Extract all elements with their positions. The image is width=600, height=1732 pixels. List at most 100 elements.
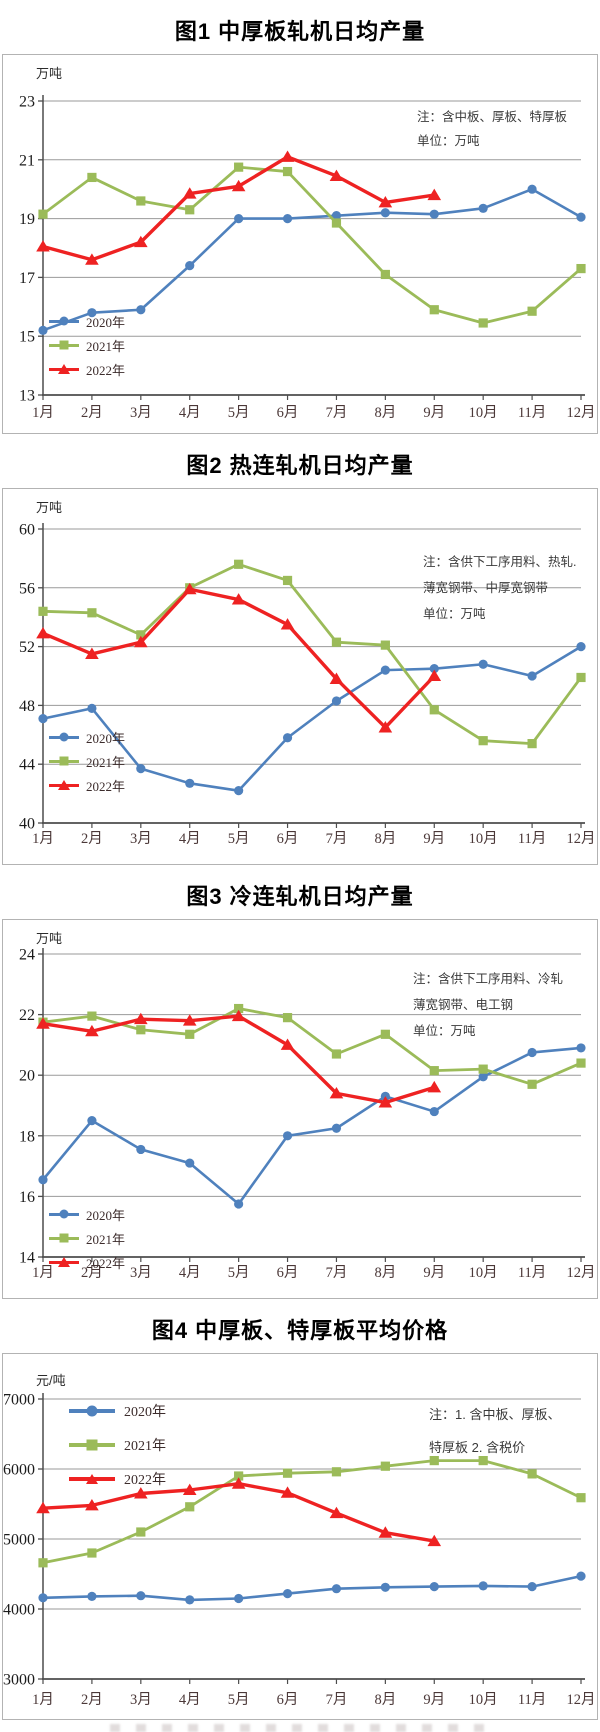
x-tick-label: 4月 — [179, 1265, 201, 1281]
x-tick-label: 10月 — [469, 405, 498, 421]
series-2022年 — [36, 1009, 442, 1108]
y-tick-label: 56 — [19, 580, 35, 597]
note-line: 注：含供下工序用料、冷轧 — [413, 972, 564, 986]
data-point-marker — [185, 261, 195, 271]
data-point-marker — [185, 1029, 195, 1039]
data-point-marker — [429, 209, 439, 219]
legend-label: 2020年 — [86, 730, 126, 746]
y-tick-label: 17 — [19, 270, 35, 287]
x-tick-label: 8月 — [374, 1265, 396, 1281]
y-axis-unit-label: 万吨 — [36, 66, 63, 81]
data-point-marker — [36, 240, 50, 252]
x-tick-label: 4月 — [179, 1692, 201, 1708]
series-2021年 — [38, 1003, 586, 1089]
x-tick-label: 8月 — [374, 405, 396, 421]
legend-label: 2021年 — [124, 1439, 166, 1454]
figure-2-title: 图2 热连轧机日均产量 — [186, 453, 414, 478]
y-tick-label: 44 — [19, 757, 35, 774]
legend-item-2022年: 2022年 — [49, 773, 125, 797]
data-point-marker — [231, 1477, 246, 1489]
data-point-marker — [576, 642, 586, 652]
data-point-marker — [136, 630, 146, 640]
figure-3-plot-area: 14 16 18 20 22 24 1月 2月 3月 4月 5月 6月 7月 8月 9月 10月 11月 12月 — [19, 947, 596, 1282]
data-point-marker — [87, 172, 97, 183]
circle-icon — [86, 1405, 98, 1417]
legend-label: 2022年 — [124, 1473, 166, 1488]
data-point-marker — [331, 1123, 342, 1133]
figure-2-chart: 40 44 48 52 56 60 1月 2月 3月 4月 5月 6月 7月 8月 9月 10月 11月 12月 … — [2, 488, 598, 865]
y-tick-label: 48 — [19, 698, 35, 715]
data-point-marker — [38, 1175, 48, 1185]
series-line — [41, 1574, 583, 1602]
square-marker-icon — [49, 1233, 79, 1243]
data-point-marker — [427, 1080, 442, 1093]
data-point-marker — [429, 1066, 439, 1076]
triangle-icon — [86, 1474, 98, 1484]
data-point-marker — [380, 208, 390, 218]
series-2022年 — [36, 150, 442, 265]
note-line: 注：含供下工序用料、热轧. — [423, 555, 577, 569]
data-point-marker — [380, 1582, 390, 1592]
y-tick-label: 22 — [19, 1007, 35, 1024]
y-tick-label: 3000 — [3, 1672, 35, 1689]
triangle-icon — [58, 780, 70, 790]
data-point-marker — [378, 1096, 393, 1108]
data-point-marker — [38, 1593, 48, 1603]
data-point-marker — [85, 1499, 99, 1511]
x-tick-label: 2月 — [81, 405, 103, 421]
x-tick-label: 11月 — [518, 1265, 546, 1281]
series-2021年 — [38, 1456, 586, 1568]
x-tick-label: 10月 — [469, 831, 498, 847]
data-point-marker — [478, 1064, 488, 1074]
data-point-marker — [182, 187, 197, 199]
series-2022年 — [36, 582, 442, 733]
data-point-marker — [36, 1501, 50, 1514]
x-axis-month-labels: 1月 2月 3月 4月 5月 6月 7月 8月 9月 10月 11月 12月 — [32, 1265, 595, 1281]
data-point-marker — [87, 1011, 97, 1021]
circle-marker-icon — [49, 316, 79, 326]
data-point-marker — [527, 306, 537, 316]
data-point-marker — [234, 1199, 244, 1209]
figure-4: 图4 中厚板、特厚板平均价格 3000 4000 5000 6000 7000 1月 2月 3… — [0, 1313, 600, 1720]
data-point-marker — [576, 1058, 586, 1068]
data-point-marker — [234, 1471, 244, 1481]
square-marker-icon — [49, 756, 79, 766]
x-tick-label: 11月 — [518, 831, 546, 847]
y-tick-label: 52 — [19, 639, 35, 656]
data-point-marker — [478, 1581, 488, 1591]
data-point-marker — [36, 1017, 50, 1029]
x-tick-label: 3月 — [130, 1692, 152, 1708]
data-point-marker — [429, 705, 439, 715]
x-tick-label: 3月 — [130, 1265, 152, 1281]
x-tick-label: 9月 — [423, 1692, 445, 1708]
circle-marker-icon — [49, 1209, 79, 1219]
data-point-marker — [527, 1047, 537, 1058]
data-point-marker — [380, 665, 390, 675]
legend-label: 2022年 — [86, 778, 126, 794]
square-icon — [59, 1233, 69, 1243]
data-point-marker — [38, 209, 48, 219]
data-point-marker — [429, 305, 439, 315]
data-point-marker — [378, 1526, 393, 1538]
series-line — [41, 155, 436, 262]
data-point-marker — [478, 318, 488, 328]
x-tick-label: 5月 — [228, 405, 250, 421]
data-point-marker — [378, 196, 393, 208]
chart-note: 注：含供下工序用料、冷轧 薄宽钢带、电工钢 单位：万吨 — [413, 966, 563, 1044]
data-point-marker — [331, 211, 342, 221]
axes — [38, 523, 585, 828]
data-point-marker — [478, 203, 488, 213]
legend: 2020年 2021年 2022年 — [49, 309, 125, 381]
data-point-marker — [87, 1548, 97, 1558]
data-point-marker — [280, 1038, 295, 1050]
y-tick-label: 7000 — [3, 1392, 35, 1409]
x-tick-label: 5月 — [228, 831, 250, 847]
x-tick-label: 7月 — [326, 1265, 348, 1281]
legend-item-2021年: 2021年 — [49, 749, 125, 773]
legend-item-2021年: 2021年 — [49, 1226, 125, 1250]
triangle-icon — [58, 1257, 70, 1267]
legend-label: 2020年 — [86, 314, 126, 330]
circle-marker-icon — [69, 1405, 115, 1417]
data-point-marker — [134, 235, 148, 248]
y-tick-label: 18 — [19, 1128, 35, 1145]
